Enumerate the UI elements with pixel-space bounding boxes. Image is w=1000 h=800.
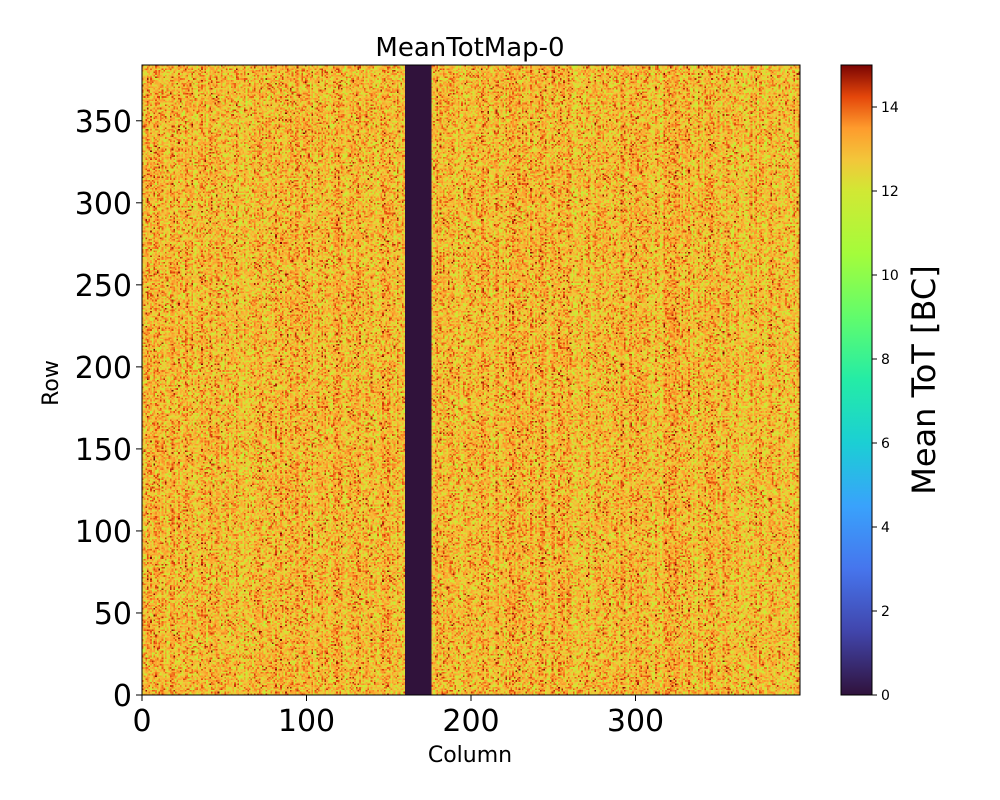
colorbar-tick-label: 10 bbox=[881, 268, 899, 284]
colorbar-tick-label: 4 bbox=[881, 520, 890, 536]
colorbar-axis: 0 2 4 6 8 10 12 14 bbox=[872, 100, 899, 704]
y-tick-label: 0 bbox=[113, 679, 132, 714]
colorbar-tick-label: 8 bbox=[881, 352, 890, 368]
chart-title: MeanTotMap-0 bbox=[375, 33, 564, 63]
y-tick-label: 100 bbox=[75, 515, 132, 550]
colorbar-tick-label: 14 bbox=[881, 100, 899, 116]
x-tick-label: 0 bbox=[132, 704, 151, 739]
colorbar bbox=[840, 64, 873, 696]
y-tick-label: 200 bbox=[75, 351, 132, 386]
y-tick-label: 50 bbox=[94, 597, 132, 632]
colorbar-tick-label: 0 bbox=[881, 688, 890, 704]
colorbar-tick-label: 6 bbox=[881, 436, 890, 452]
x-tick-label: 100 bbox=[278, 704, 335, 739]
y-axis-label: Row bbox=[39, 360, 64, 406]
heatmap-plot-area bbox=[142, 65, 800, 695]
y-tick-label: 300 bbox=[75, 187, 132, 222]
y-tick-label: 350 bbox=[75, 105, 132, 140]
colorbar-tick-label: 12 bbox=[881, 184, 899, 200]
colorbar-tick-label: 2 bbox=[881, 604, 890, 620]
x-axis: 0 100 200 300 bbox=[132, 695, 664, 739]
x-tick-label: 200 bbox=[442, 704, 499, 739]
y-axis: 0 50 100 150 200 250 300 350 bbox=[75, 105, 142, 714]
y-tick-label: 250 bbox=[75, 269, 132, 304]
x-tick-label: 300 bbox=[607, 704, 664, 739]
colorbar-label: Mean ToT [BC] bbox=[905, 265, 943, 494]
x-axis-label: Column bbox=[428, 743, 512, 768]
y-tick-label: 150 bbox=[75, 433, 132, 468]
